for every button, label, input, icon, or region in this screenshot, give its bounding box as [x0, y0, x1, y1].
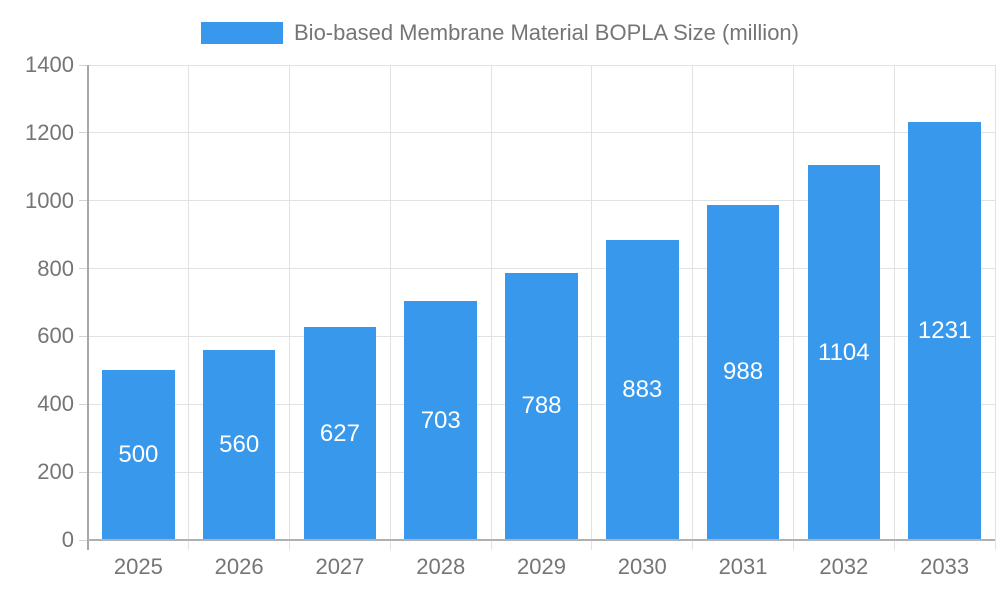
bar-value-label: 703	[420, 406, 461, 434]
vertical-gridline	[389, 65, 391, 540]
vertical-gridline	[994, 65, 996, 540]
plot-area: 0 200 400 600 800 1000 1200 1400 2025 2026 2027 202…	[25, 54, 996, 579]
y-axis-tick-label: 0	[61, 527, 74, 552]
vertical-gridline	[591, 65, 593, 540]
bar-2027[interactable]: 627	[303, 327, 377, 540]
x-axis-tick-label: 2032	[819, 554, 869, 579]
bar-value-label: 627	[319, 419, 360, 447]
bar-value-label: 560	[219, 431, 260, 458]
y-axis-tick-label: 800	[37, 255, 74, 281]
bar-2028[interactable]: 703	[404, 301, 477, 540]
horizontal-gridline	[88, 200, 995, 202]
vertical-gridline	[792, 65, 794, 540]
bar-2033[interactable]: 1231	[908, 122, 981, 540]
x-axis-tick-label: 2029	[517, 554, 566, 579]
x-axis-tick-label: 2031	[718, 554, 768, 579]
x-axis-tick	[490, 540, 492, 550]
y-axis-tick-label: 200	[37, 459, 74, 485]
y-axis-tick	[79, 539, 88, 541]
horizontal-gridline	[88, 132, 995, 134]
y-axis-tick	[79, 471, 88, 473]
x-axis-tick	[389, 540, 391, 550]
x-axis-tick	[792, 540, 794, 550]
bar-value-label: 883	[622, 376, 663, 404]
y-axis-tick-label: 1400	[25, 52, 74, 77]
x-axis-tick-label: 2028	[416, 554, 466, 579]
x-axis-tick	[188, 540, 190, 550]
bar-value-label: 1231	[917, 317, 972, 345]
y-axis-tick	[79, 335, 88, 337]
horizontal-gridline	[88, 64, 995, 66]
bar-value-label: 988	[723, 358, 764, 386]
x-axis-tick	[289, 540, 291, 550]
x-axis-tick-label: 2025	[113, 554, 163, 579]
vertical-gridline	[692, 65, 694, 540]
x-axis-tick	[692, 540, 694, 550]
bar-2030[interactable]: 883	[605, 240, 679, 540]
bar-value-label: 500	[118, 441, 159, 469]
legend-item[interactable]: Bio-based Membrane Material BOPLA Size (…	[201, 20, 799, 46]
y-axis-tick	[79, 64, 88, 66]
x-axis-tick	[591, 540, 593, 550]
y-axis-tick	[79, 132, 88, 134]
vertical-gridline	[490, 65, 492, 540]
y-axis-tick-label: 600	[37, 323, 74, 349]
y-axis-tick	[79, 268, 88, 270]
bar-2025[interactable]: 500	[102, 370, 175, 540]
y-axis-tick-label: 1200	[25, 119, 74, 145]
y-axis-tick	[79, 403, 88, 405]
x-axis-tick-label: 2027	[315, 554, 365, 579]
legend-swatch	[201, 22, 284, 44]
x-axis-tick	[893, 540, 895, 550]
x-axis-line	[88, 539, 995, 541]
bar-2031[interactable]: 988	[706, 204, 780, 540]
legend-label: Bio-based Membrane Material BOPLA Size (…	[294, 20, 799, 45]
y-axis-tick-label: 1000	[25, 187, 74, 213]
vertical-gridline	[188, 65, 190, 540]
x-axis-tick-label: 2030	[617, 554, 667, 579]
x-axis-tick-label: 2026	[214, 554, 264, 579]
bar-value-label: 788	[521, 392, 562, 420]
horizontal-gridline	[88, 268, 995, 270]
x-axis-tick-label: 2033	[920, 554, 970, 579]
bar-2029[interactable]: 788	[505, 272, 578, 540]
bar-2032[interactable]: 1104	[807, 165, 881, 540]
vertical-gridline	[289, 65, 291, 540]
x-axis-tick	[994, 540, 996, 550]
bar-value-label: 1104	[818, 338, 870, 366]
y-axis-line	[87, 65, 89, 550]
vertical-gridline	[893, 65, 895, 540]
y-axis-tick-label: 400	[37, 391, 74, 417]
y-axis-tick	[79, 200, 88, 202]
bar-2026[interactable]: 560	[202, 350, 276, 540]
